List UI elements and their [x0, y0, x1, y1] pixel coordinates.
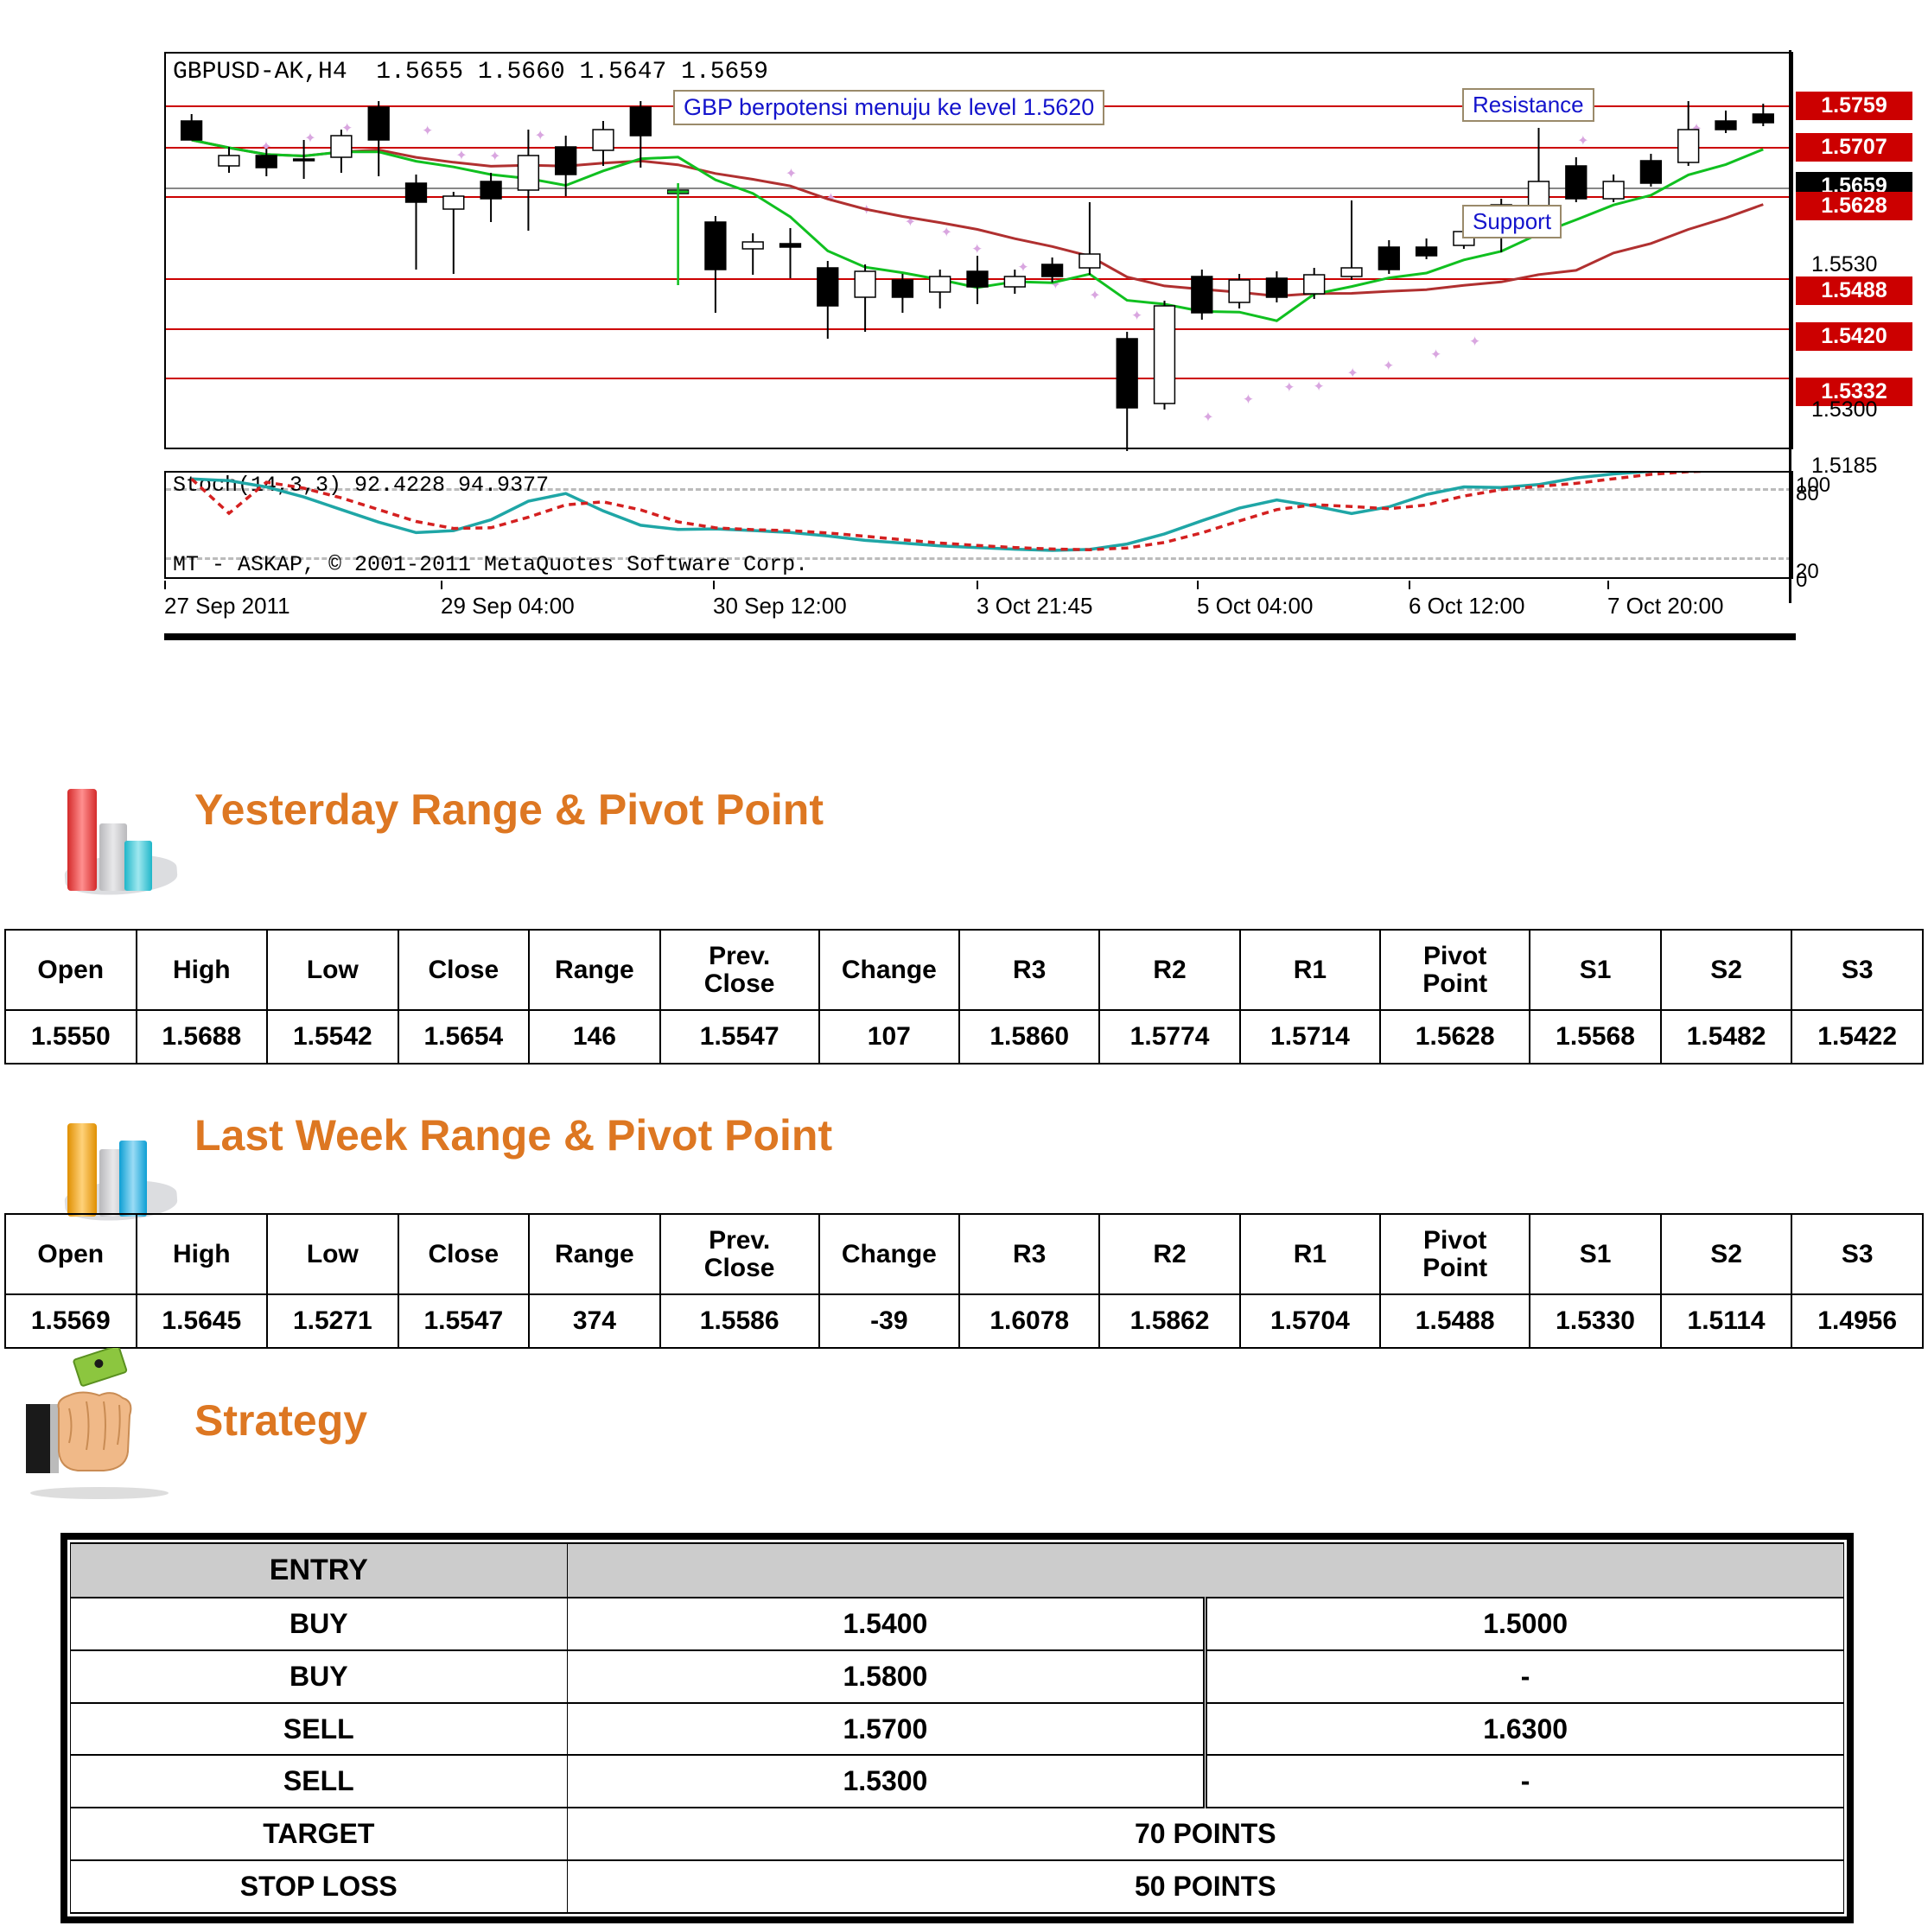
svg-text:✦: ✦ [535, 129, 546, 143]
svg-text:✦: ✦ [1469, 334, 1480, 349]
svg-text:✦: ✦ [1202, 410, 1213, 425]
svg-text:✦: ✦ [341, 121, 353, 136]
svg-text:✦: ✦ [971, 243, 983, 257]
svg-text:✦: ✦ [1089, 289, 1100, 303]
svg-text:✦: ✦ [1430, 348, 1441, 363]
svg-text:✦: ✦ [941, 226, 952, 240]
svg-text:✦: ✦ [489, 149, 500, 164]
svg-text:✦: ✦ [786, 167, 797, 181]
svg-text:✦: ✦ [1313, 379, 1324, 394]
svg-text:✦: ✦ [1347, 366, 1359, 381]
svg-text:✦: ✦ [1017, 261, 1028, 276]
svg-text:✦: ✦ [1243, 392, 1254, 407]
svg-text:✦: ✦ [1577, 134, 1588, 149]
svg-text:✦: ✦ [455, 149, 467, 163]
svg-text:✦: ✦ [1283, 380, 1295, 395]
svg-text:✦: ✦ [304, 131, 315, 146]
svg-text:✦: ✦ [1383, 359, 1394, 373]
svg-text:✦: ✦ [1131, 309, 1142, 324]
svg-text:✦: ✦ [422, 124, 433, 138]
